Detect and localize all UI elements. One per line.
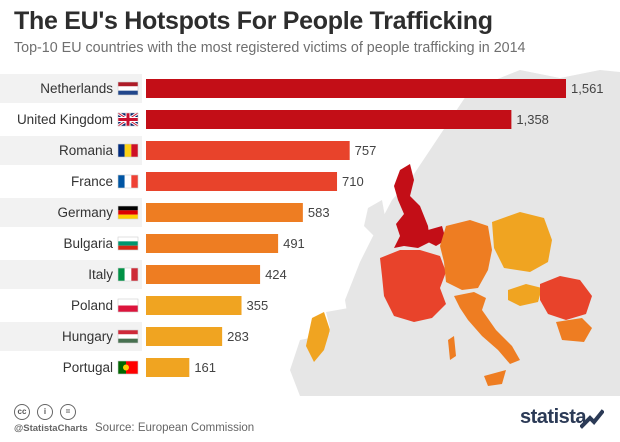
value-label: 710 (342, 174, 364, 189)
category-label: Netherlands (40, 81, 113, 96)
value-label: 491 (283, 236, 305, 251)
category-label: Germany (57, 205, 113, 220)
bar (146, 358, 190, 377)
value-label: 1,358 (516, 112, 549, 127)
bar (146, 265, 261, 284)
france-flag (117, 174, 139, 189)
source-text: European Commission (137, 422, 255, 434)
source-line: Source: European Commission (95, 422, 254, 434)
map-romania (540, 276, 592, 320)
bar (146, 234, 279, 253)
bar (146, 172, 338, 191)
chart-title: The EU's Hotspots For People Trafficking (14, 7, 493, 35)
footer: cc i = @StatistaCharts Source: European … (0, 396, 620, 442)
map-sicily (484, 370, 506, 386)
hungary-flag (117, 329, 139, 344)
map-scandinavia (455, 100, 545, 215)
italy-flag (117, 267, 139, 282)
category-label: United Kingdom (17, 112, 113, 127)
map-uk (394, 164, 430, 248)
bulgaria-flag (117, 236, 139, 251)
twitter-handle: @StatistaCharts (14, 423, 88, 434)
value-label: 583 (308, 205, 330, 220)
bar (146, 296, 242, 315)
category-label: Poland (71, 298, 113, 313)
bar (146, 110, 512, 129)
portugal-flag (117, 360, 139, 375)
bar (146, 79, 566, 98)
bar (146, 203, 303, 222)
map-sardinia (448, 336, 456, 360)
value-label: 161 (194, 360, 216, 375)
statista-logo[interactable]: statista (520, 406, 587, 428)
map-germany (440, 220, 492, 290)
map-france (380, 250, 446, 322)
map-spain (326, 306, 384, 362)
netherlands-flag (117, 81, 139, 96)
map-poland (492, 212, 552, 272)
equals-icon: = (60, 404, 76, 420)
category-label: Romania (59, 143, 114, 158)
romania-flag (117, 143, 139, 158)
value-label: 283 (227, 329, 249, 344)
bars-layer: Netherlands 1,561 United Kingdom 1,358 Roman… (0, 74, 604, 382)
chart-subtitle: Top-10 EU countries with the most regist… (14, 40, 526, 56)
by-icon: i (37, 404, 53, 420)
map-ireland (364, 200, 386, 236)
map-portugal (306, 312, 330, 362)
category-label: Italy (88, 267, 113, 282)
value-label: 424 (265, 267, 287, 282)
value-label: 355 (247, 298, 269, 313)
value-label: 757 (355, 143, 377, 158)
uk-flag (117, 111, 139, 128)
value-label: 1,561 (571, 81, 604, 96)
poland-flag (117, 298, 139, 313)
bar (146, 327, 223, 346)
map-italy (454, 292, 520, 364)
category-label: France (71, 174, 113, 189)
map-hungary (508, 284, 542, 306)
germany-flag (117, 205, 139, 220)
europe-map (290, 70, 620, 396)
bar-chart: Netherlands 1,561 United Kingdom 1,358 Roman… (0, 70, 620, 396)
bar (146, 141, 350, 160)
source-label: Source: (95, 422, 135, 434)
cc-icon: cc (14, 404, 30, 420)
category-label: Portugal (63, 360, 113, 375)
statista-wave-icon (580, 409, 604, 429)
map-bulgaria (556, 318, 592, 342)
category-label: Hungary (62, 329, 113, 344)
category-label: Bulgaria (63, 236, 113, 251)
